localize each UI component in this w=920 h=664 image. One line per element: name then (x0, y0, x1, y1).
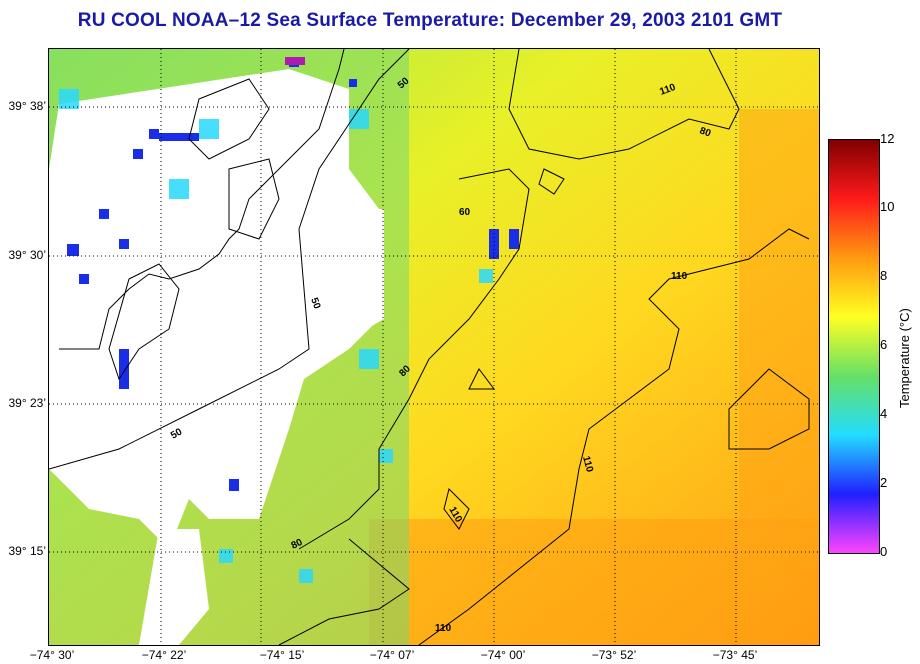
colorbar-tick-label: 8 (880, 268, 888, 283)
cyan-pixel-cluster (59, 89, 493, 583)
longitude-label: −73° 52’ (591, 648, 637, 662)
map-title: RU COOL NOAA–12 Sea Surface Temperature:… (77, 10, 783, 31)
contour-label: 80 (698, 125, 713, 139)
longitude-label: −73° 45’ (712, 648, 758, 662)
contour-label: 110 (580, 455, 595, 474)
cold-pixel-cluster (67, 59, 519, 491)
barrier-island-outline (108, 263, 180, 381)
sst-map-svg: 50 50 50 60 80 80 80 110 110 110 110 110 (49, 49, 819, 645)
contour-label: 110 (658, 82, 677, 98)
colorbar-tick-label: 2 (880, 475, 888, 490)
contour-label: 50 (169, 426, 185, 441)
coastline (59, 49, 345, 350)
sst-map-panel[interactable]: 50 50 50 60 80 80 80 110 110 110 110 110 (48, 48, 820, 646)
isobath-80-south (278, 538, 410, 645)
temperature-colorbar (828, 139, 880, 554)
colorbar-tick-label: 4 (880, 406, 888, 421)
magenta-pixel (285, 57, 305, 65)
contour-label: 60 (459, 207, 471, 218)
isobath-small-loop-3 (443, 488, 470, 530)
longitude-label: −74° 15’ (259, 648, 305, 662)
isobath-small-loop-2 (538, 168, 565, 195)
colorbar-tick-label: 0 (880, 544, 888, 559)
longitude-label: −74° 22’ (141, 648, 187, 662)
longitude-label: −74° 30’ (29, 648, 75, 662)
inland-bay-outline (188, 78, 280, 240)
cloud-patch-east (349, 209, 384, 339)
colorbar-axis-label: Temperature (°C) (897, 308, 912, 408)
isobath-80 (298, 168, 530, 550)
longitude-label: −74° 00’ (480, 648, 526, 662)
latitude-label: 39° 23’ (8, 396, 47, 410)
land-and-cloud-mask (49, 69, 379, 549)
contour-label: 110 (435, 623, 452, 634)
latitude-label: 39° 30’ (8, 248, 47, 262)
longitude-label: −74° 07’ (369, 648, 415, 662)
cloud-patch-south (139, 529, 209, 645)
isobath-110-east-loop (728, 368, 810, 450)
warm-water-band (369, 519, 819, 645)
isobath-110-north (508, 49, 740, 160)
latitude-label: 39° 38’ (8, 99, 47, 113)
isobath-110-main (418, 228, 810, 645)
latitude-label: 39° 15’ (8, 544, 47, 558)
colorbar-tick-label: 6 (880, 337, 888, 352)
contour-label: 110 (671, 271, 688, 282)
colorbar-tick-label: 10 (880, 199, 895, 214)
isobath-small-loop-1 (468, 368, 495, 390)
graticule (49, 49, 819, 645)
warm-east-band (739, 109, 819, 529)
contour-label: 80 (290, 537, 305, 552)
colorbar-tick-label: 12 (880, 131, 895, 146)
isobath-50 (49, 49, 410, 470)
contour-label: 50 (308, 296, 322, 311)
